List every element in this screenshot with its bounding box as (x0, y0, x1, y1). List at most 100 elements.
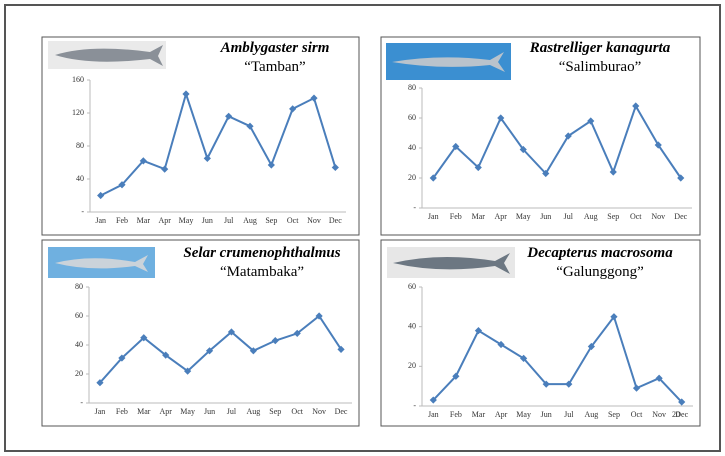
panel (380, 36, 701, 236)
x-tick-label: Jan (95, 216, 106, 225)
x-tick-label: May (179, 216, 194, 225)
x-tick-label: Aug (243, 216, 257, 225)
point-marker (678, 398, 686, 406)
point-marker (118, 181, 126, 189)
x-tick-label: May (516, 212, 531, 221)
point-marker (587, 342, 595, 351)
panel (41, 36, 360, 236)
x-tick-label: Sep (607, 212, 619, 221)
x-tick-label: Feb (450, 212, 462, 221)
x-tick-label: Jun (540, 212, 551, 221)
point-marker (331, 163, 339, 172)
outer-frame (4, 4, 721, 452)
x-tick-label: Mar (472, 410, 486, 419)
x-tick-label: Aug (584, 212, 598, 221)
point-marker (140, 334, 148, 342)
y-tick-label: 60 (408, 282, 416, 291)
point-marker (654, 141, 662, 149)
x-tick-label: Jun (541, 410, 552, 419)
x-tick-label: Mar (137, 216, 151, 225)
x-tick-label: Sep (269, 407, 281, 416)
y-tick-label: - (413, 401, 416, 410)
point-marker (97, 191, 105, 200)
x-tick-label: Apr (158, 216, 171, 225)
series-line (432, 314, 683, 403)
point-marker (474, 163, 482, 172)
chart-subtitle: “Matambaka” (220, 264, 304, 280)
chart-subtitle: “Salimburao” (559, 59, 641, 75)
chart-title: Decapterus macrosoma (526, 245, 673, 261)
y-tick-label: 40 (408, 143, 416, 152)
point-marker (225, 112, 233, 120)
x-tick-label: Dec (675, 410, 688, 419)
series-line (432, 103, 682, 179)
point-marker (474, 327, 483, 335)
chart-title: Amblygaster sirm (220, 40, 330, 56)
point-marker (182, 90, 190, 98)
x-tick-label: Mar (137, 407, 151, 416)
annotation: 20 (672, 410, 680, 419)
y-tick-label: 20 (408, 361, 416, 370)
x-tick-label: May (180, 407, 195, 416)
point-marker (289, 105, 297, 113)
fish-images (48, 41, 515, 278)
point-marker (227, 328, 236, 336)
point-marker (542, 169, 550, 178)
x-tick-label: Oct (287, 216, 299, 225)
x-tick-label: Aug (246, 407, 260, 416)
point-marker (139, 157, 147, 165)
point-marker (246, 122, 254, 130)
y-tick-label: - (81, 207, 84, 216)
y-tick-label: 60 (408, 113, 416, 122)
point-marker (249, 347, 257, 355)
point-marker (677, 174, 685, 182)
point-marker (609, 168, 617, 176)
point-marker (632, 102, 640, 110)
chart-title: Rastrelliger kanagurta (529, 40, 671, 56)
x-tick-label: Apr (495, 410, 508, 419)
point-marker (610, 313, 618, 321)
x-tick-label: May (516, 410, 531, 419)
x-tick-label: Dec (674, 212, 687, 221)
chart-title: Selar crumenophthalmus (183, 245, 340, 261)
x-tick-label: Jul (564, 212, 574, 221)
point-marker (310, 94, 318, 102)
y-tick-label: 60 (75, 311, 83, 320)
y-tick-label: - (80, 398, 83, 407)
y-tick-label: 40 (76, 174, 84, 183)
point-marker (96, 379, 104, 387)
x-tick-label: Jun (202, 216, 213, 225)
point-marker (587, 117, 595, 125)
x-tick-label: Apr (495, 212, 508, 221)
x-tick-label: Jul (224, 216, 234, 225)
x-tick-label: Feb (450, 410, 462, 419)
point-marker (452, 142, 460, 151)
x-tick-label: Oct (630, 212, 642, 221)
x-tick-label: Jul (564, 410, 574, 419)
point-marker (632, 384, 641, 392)
point-marker (564, 132, 572, 140)
x-tick-label: Sep (608, 410, 620, 419)
x-tick-label: Jun (204, 407, 215, 416)
y-tick-label: 40 (75, 340, 83, 349)
x-tick-label: Dec (329, 216, 342, 225)
x-tick-label: Dec (335, 407, 348, 416)
point-marker (337, 345, 345, 353)
chart-subtitle: “Tamban” (244, 59, 305, 75)
x-tick-label: Nov (307, 216, 321, 225)
panel (380, 239, 701, 427)
point-marker (118, 354, 126, 362)
point-marker (162, 351, 170, 359)
point-marker (452, 372, 460, 380)
panel (41, 239, 360, 427)
point-marker (519, 145, 527, 154)
y-tick-label: 160 (72, 75, 84, 84)
x-tick-label: Feb (116, 407, 128, 416)
chart-subtitle: “Galunggong” (556, 264, 643, 280)
point-marker (565, 380, 573, 388)
point-marker (520, 354, 528, 362)
y-tick-label: - (413, 203, 416, 212)
x-tick-label: Jan (95, 407, 106, 416)
series-line (99, 314, 342, 384)
